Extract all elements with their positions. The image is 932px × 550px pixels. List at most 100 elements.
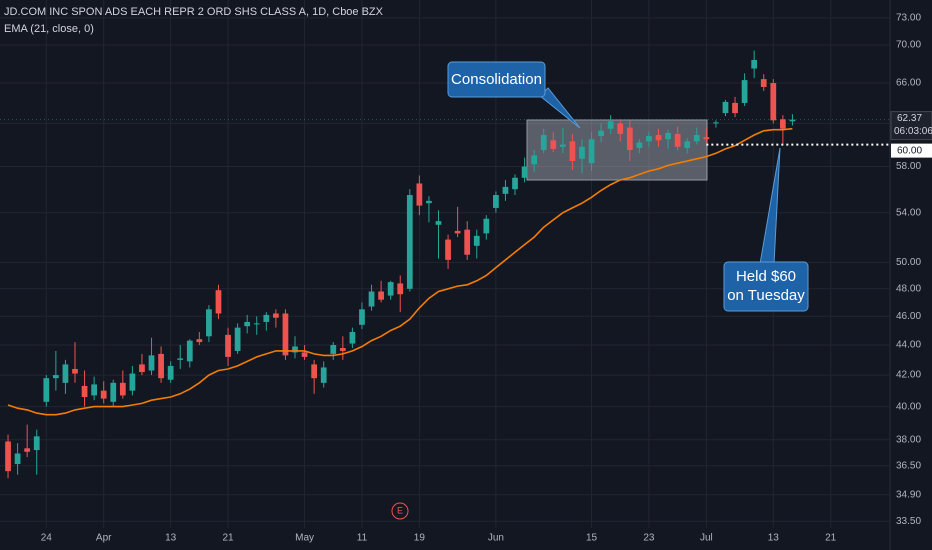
earnings-label[interactable]: E xyxy=(397,505,403,515)
candle-body xyxy=(129,373,136,391)
candle-body xyxy=(454,230,461,234)
candle-body xyxy=(387,282,394,296)
x-tick-label: 15 xyxy=(586,533,598,544)
last-price-bg xyxy=(890,111,932,141)
candle-body xyxy=(234,327,241,351)
candle-body xyxy=(550,140,557,149)
x-tick-label: 21 xyxy=(825,533,837,544)
candle-body xyxy=(339,347,346,351)
x-tick-label: 21 xyxy=(222,533,234,544)
x-tick-label: 11 xyxy=(357,533,368,544)
candle-body xyxy=(100,390,107,399)
candle-body xyxy=(693,134,700,142)
chart-title: JD.COM INC SPON ADS EACH REPR 2 ORD SHS … xyxy=(4,6,384,18)
candle-body xyxy=(521,166,528,178)
callout-text: Held $60 xyxy=(736,268,796,285)
candle-body xyxy=(282,313,289,356)
candle-body xyxy=(33,436,40,451)
x-tick-label: May xyxy=(295,533,314,544)
candle-body xyxy=(655,134,662,141)
candle-body xyxy=(273,313,279,318)
candle-body xyxy=(215,290,222,314)
last-price-label: 62.37 xyxy=(897,113,922,124)
x-tick-label: 24 xyxy=(41,533,53,544)
candle-body xyxy=(378,291,384,300)
candle-body xyxy=(359,309,365,325)
candle-body xyxy=(674,133,681,147)
candle-body xyxy=(301,352,308,357)
y-tick-label: 50.00 xyxy=(896,257,921,268)
y-tick-label: 58.00 xyxy=(896,161,921,172)
candle-body xyxy=(445,239,451,260)
candle-body xyxy=(186,340,193,362)
candle-body xyxy=(588,139,595,164)
candle-body xyxy=(206,309,212,337)
indicator-label: EMA (21, close, 0) xyxy=(4,23,94,35)
x-tick-label: 19 xyxy=(414,533,426,544)
candle-body xyxy=(139,364,145,373)
earnings-marker[interactable] xyxy=(391,502,409,520)
y-tick-label: 66.00 xyxy=(896,78,921,89)
y-tick-label: 54.00 xyxy=(896,207,921,218)
candle-body xyxy=(483,218,490,234)
callout-box xyxy=(447,61,546,98)
candle-body xyxy=(502,186,509,194)
candle-body xyxy=(531,155,538,165)
candle-body xyxy=(406,194,413,289)
candle-body xyxy=(148,355,155,371)
candle-body xyxy=(732,102,738,114)
candle-body xyxy=(426,200,432,204)
consolidation-box xyxy=(526,119,708,181)
candle-body xyxy=(569,141,576,161)
countdown-label: 06:03:06 xyxy=(894,126,932,137)
candle-body xyxy=(760,79,767,87)
candle-body xyxy=(91,384,97,396)
callout-box xyxy=(723,261,809,312)
y-tick-label: 70.00 xyxy=(896,40,921,51)
y-tick-label: 46.00 xyxy=(896,311,921,322)
candle-body xyxy=(473,235,480,246)
candle-body xyxy=(770,83,777,121)
candle-body xyxy=(244,321,251,327)
candle-body xyxy=(263,314,270,322)
candle-body xyxy=(177,358,184,360)
ema-line xyxy=(7,127,793,416)
candle-body xyxy=(368,291,375,307)
candle-body xyxy=(722,101,729,114)
candle-body xyxy=(703,137,710,140)
x-tick-label: 13 xyxy=(165,533,177,544)
candle-body xyxy=(751,59,758,69)
candle-body xyxy=(72,368,78,374)
candle-body xyxy=(330,345,337,354)
y-tick-label: 73.00 xyxy=(896,13,921,24)
candle-body xyxy=(349,331,356,344)
candle-body xyxy=(52,375,59,379)
y-tick-label: 48.00 xyxy=(896,283,921,294)
candle-body xyxy=(741,80,748,103)
candle-body xyxy=(665,132,671,140)
candle-body xyxy=(320,367,327,383)
candle-body xyxy=(158,353,164,379)
x-tick-label: Apr xyxy=(96,533,112,544)
candle-body xyxy=(435,221,442,225)
x-tick-label: 23 xyxy=(643,533,655,544)
candle-body xyxy=(512,177,518,190)
y-tick-label: 40.00 xyxy=(896,401,921,412)
candle-body xyxy=(253,323,260,325)
candle-body xyxy=(559,144,566,147)
candle-body xyxy=(119,382,126,396)
callout-text: on Tuesday xyxy=(727,287,805,304)
candle-body xyxy=(617,123,624,134)
candle-body xyxy=(225,334,231,357)
candle-body xyxy=(636,142,643,148)
candle-body xyxy=(464,229,471,255)
candle-body xyxy=(397,283,404,295)
candle-body xyxy=(24,448,31,452)
candle-body xyxy=(416,183,423,206)
candle-body xyxy=(598,130,604,137)
candle-body xyxy=(493,194,499,208)
candle-body xyxy=(789,119,796,122)
candle-body xyxy=(43,378,50,402)
candle-body xyxy=(196,339,203,343)
